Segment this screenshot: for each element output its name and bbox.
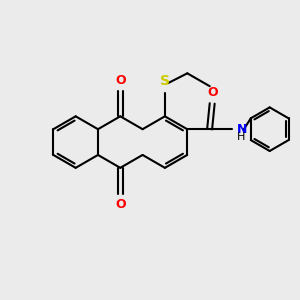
Text: O: O [115,198,126,211]
Text: S: S [160,74,170,88]
Text: O: O [115,74,126,87]
Text: N: N [237,123,247,136]
Text: H: H [237,132,245,142]
Text: O: O [207,86,217,100]
